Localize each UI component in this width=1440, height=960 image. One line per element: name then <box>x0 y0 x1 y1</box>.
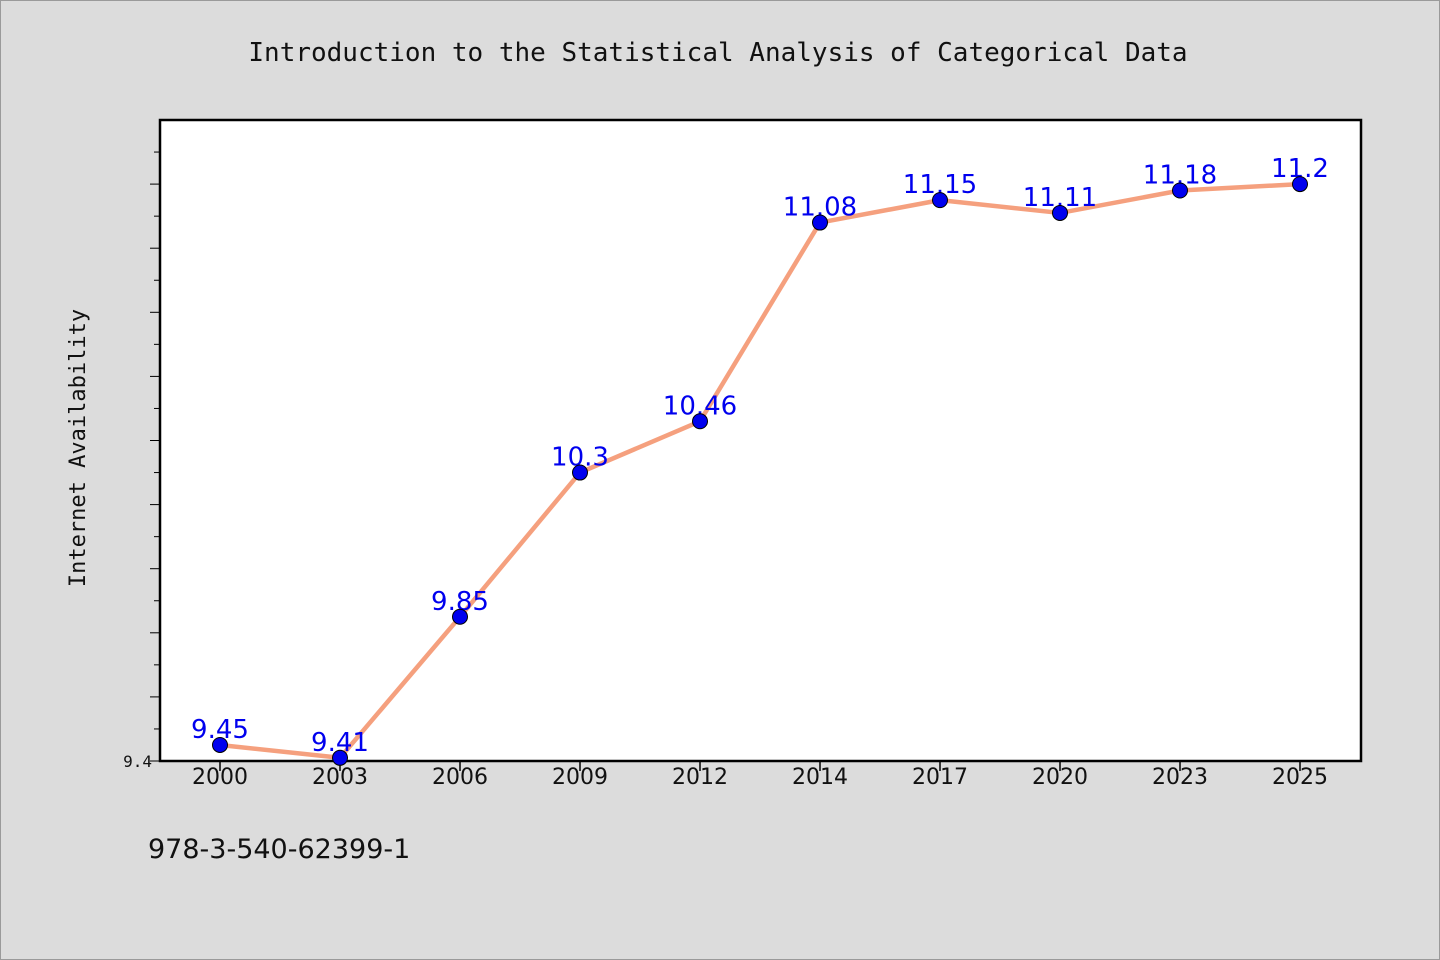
data-point <box>932 192 948 209</box>
series-layer <box>217 181 1303 761</box>
data-point <box>1172 182 1188 199</box>
data-point <box>572 464 588 481</box>
x-axis-ticks: 2000 2003 2006 2009 2012 2014 2017 2020 2023 2025 <box>192 761 1328 790</box>
x-tick-label: 2012 <box>672 765 728 790</box>
x-tick-label: 2006 <box>432 765 488 790</box>
x-tick-label: 2020 <box>1032 765 1088 790</box>
series-line <box>217 181 1303 761</box>
plot-area <box>158 118 1363 763</box>
data-point <box>212 736 228 753</box>
isbn-text: 978-3-540-62399-1 <box>148 834 411 865</box>
y-axis-label: Internet Availability <box>66 309 91 587</box>
x-tick-label: 2003 <box>312 765 368 790</box>
data-point <box>1052 204 1068 221</box>
x-tick-label: 2023 <box>1152 765 1208 790</box>
data-point <box>332 749 348 766</box>
data-point <box>1292 176 1308 193</box>
x-tick-label: 2014 <box>792 765 848 790</box>
x-tick-label: 2017 <box>912 765 968 790</box>
data-point <box>812 214 828 231</box>
x-tick-label: 2025 <box>1272 765 1328 790</box>
x-tick-label: 2009 <box>552 765 608 790</box>
chart-title: Introduction to the Statistical Analysis… <box>248 38 1187 68</box>
y-axis-ticks: 9.4 <box>123 151 160 771</box>
data-point <box>692 413 708 430</box>
x-tick-label: 2000 <box>192 765 248 790</box>
data-point <box>452 608 468 625</box>
y-tick-label: 9.4 <box>123 752 152 771</box>
